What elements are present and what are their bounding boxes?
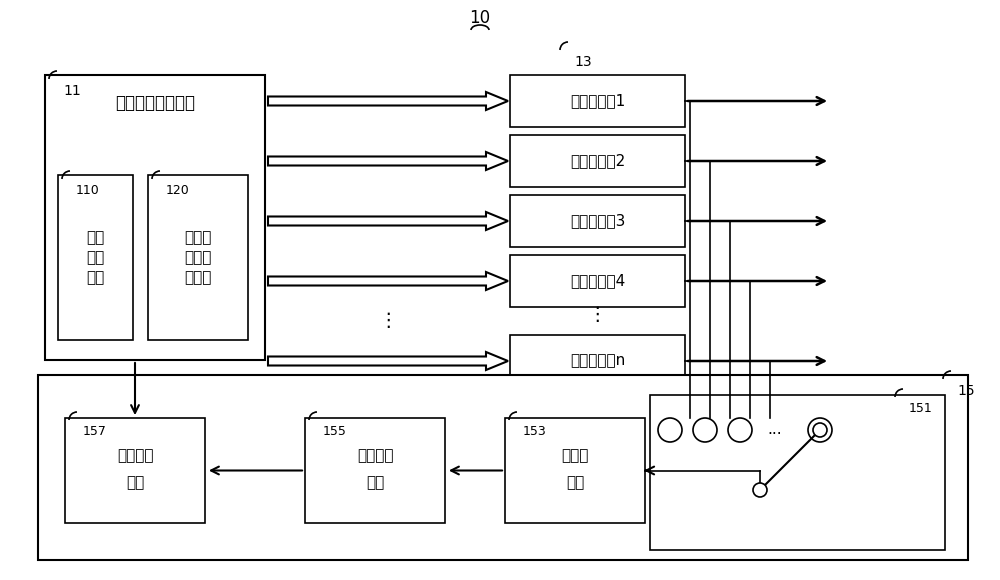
Circle shape: [808, 418, 832, 442]
Text: 13: 13: [574, 55, 592, 69]
Text: 功率放大器3: 功率放大器3: [570, 213, 625, 229]
Bar: [65, 418, 205, 523]
Polygon shape: [268, 92, 508, 110]
Bar: [510, 255, 685, 307]
Text: 数字基带处理模块: 数字基带处理模块: [115, 94, 195, 112]
Bar: [305, 418, 445, 523]
Bar: [510, 195, 685, 247]
Text: 120: 120: [166, 184, 190, 197]
Bar: [58, 175, 133, 340]
Circle shape: [693, 418, 717, 442]
Polygon shape: [268, 272, 508, 290]
Text: 10: 10: [469, 9, 491, 27]
Text: 模块: 模块: [366, 475, 384, 490]
Text: 数字预: 数字预: [184, 230, 212, 245]
Polygon shape: [268, 152, 508, 170]
Bar: [148, 175, 248, 340]
Bar: [45, 75, 265, 360]
Text: ⋮: ⋮: [588, 306, 607, 324]
Text: 模块: 模块: [566, 475, 584, 490]
Bar: [510, 135, 685, 187]
Text: 157: 157: [83, 425, 107, 438]
Text: 带通滤波: 带通滤波: [357, 448, 393, 463]
Text: 下变频: 下变频: [561, 448, 589, 463]
Text: 模数转换: 模数转换: [117, 448, 153, 463]
Circle shape: [753, 483, 767, 497]
Text: 15: 15: [957, 384, 975, 398]
Text: 功率放大器n: 功率放大器n: [570, 353, 625, 368]
Text: 110: 110: [76, 184, 100, 197]
Circle shape: [813, 423, 827, 437]
Polygon shape: [268, 212, 508, 230]
Polygon shape: [268, 352, 508, 370]
Text: 模块: 模块: [126, 475, 144, 490]
Text: 155: 155: [323, 425, 347, 438]
Text: 失真处: 失真处: [184, 250, 212, 265]
Bar: [505, 418, 645, 523]
Circle shape: [728, 418, 752, 442]
Bar: [38, 375, 968, 560]
Text: 功率放大器4: 功率放大器4: [570, 274, 625, 288]
Text: 增益: 增益: [86, 230, 105, 245]
Bar: [510, 335, 685, 387]
Bar: [510, 75, 685, 127]
Text: 11: 11: [63, 84, 81, 98]
Text: 控制: 控制: [86, 250, 105, 265]
Bar: [650, 395, 945, 550]
Text: 功率放大器2: 功率放大器2: [570, 154, 625, 169]
Text: ⋮: ⋮: [378, 310, 398, 329]
Text: ...: ...: [768, 422, 782, 437]
Circle shape: [658, 418, 682, 442]
Text: 151: 151: [909, 402, 933, 415]
Text: 单元: 单元: [86, 270, 105, 285]
Text: 功率放大器1: 功率放大器1: [570, 93, 625, 108]
Text: 153: 153: [523, 425, 547, 438]
Text: 理单元: 理单元: [184, 270, 212, 285]
